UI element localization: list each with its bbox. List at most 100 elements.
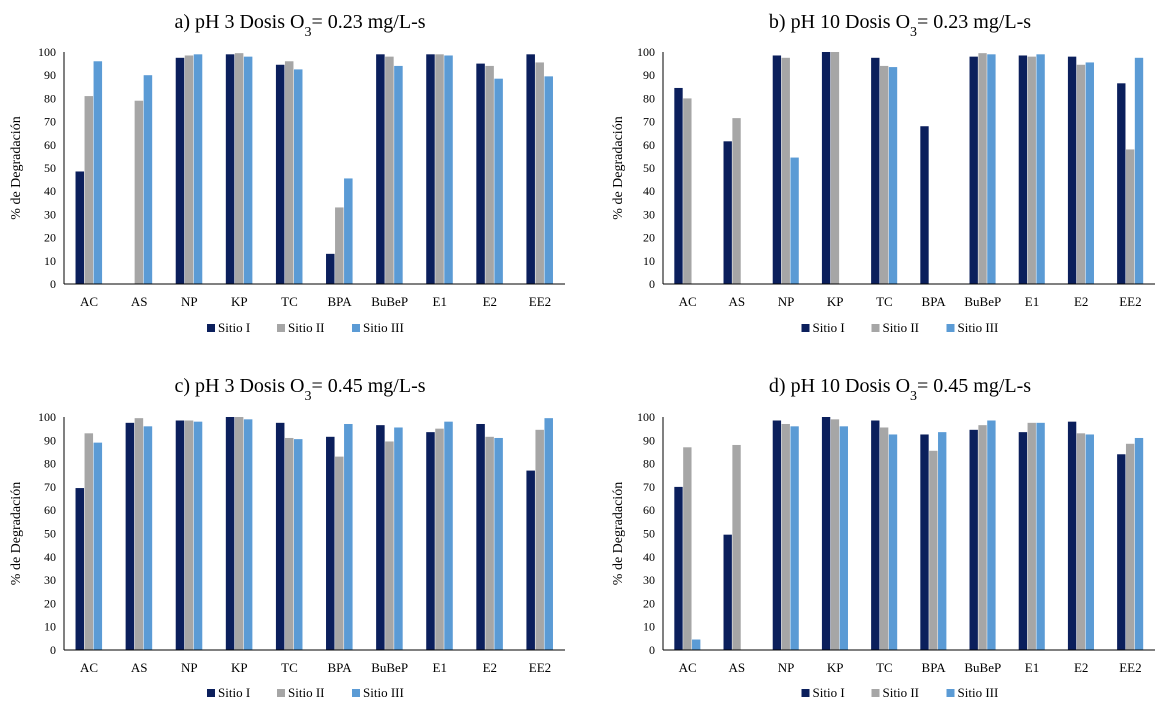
y-tick-label: 70 [643, 480, 655, 494]
y-tick-label: 50 [44, 527, 56, 541]
x-tick-label: AS [131, 294, 148, 309]
x-tick-label: BPA [922, 294, 947, 309]
bar-ee2-sitio-1 [1117, 454, 1126, 650]
x-tick-label: TC [281, 660, 298, 675]
y-tick-label: 20 [44, 231, 56, 245]
x-tick-label: KP [231, 294, 248, 309]
x-tick-label: BuBeP [371, 294, 408, 309]
chart-panel-1: a) pH 3 Dosis O3= 0.23 mg/L-s % de Degrad… [9, 11, 565, 335]
bar-bubep-sitio-3 [394, 65, 403, 284]
bar-bpa-sitio-1 [920, 434, 929, 650]
bar-e2-sitio-1 [476, 63, 485, 284]
bar-ac-sitio-3 [93, 442, 103, 650]
bar-as-sitio-2 [732, 118, 741, 285]
bar-e2-sitio-2 [1076, 433, 1086, 650]
bar-ee2-sitio-3 [544, 418, 553, 650]
legend: Sitio I Sitio II Sitio III [207, 320, 404, 335]
y-tick-label: 100 [637, 45, 655, 59]
y-tick-label: 50 [44, 161, 56, 175]
bar-ac-sitio-2 [683, 447, 692, 650]
x-tick-label: AS [728, 294, 745, 309]
bar-bpa-sitio-2 [929, 450, 938, 650]
x-tick-label: KP [231, 660, 248, 675]
y-tick-label: 30 [44, 573, 56, 587]
bar-kp-sitio-2 [234, 53, 244, 284]
bar-e2-sitio-1 [1067, 56, 1077, 284]
chart-panel-2: b) pH 10 Dosis O3= 0.23 mg/L-s % de Degra… [611, 11, 1155, 335]
bar-tc-sitio-2 [284, 61, 294, 284]
legend-swatch-3 [946, 689, 955, 697]
legend-swatch-1 [801, 689, 810, 697]
bar-e2-sitio-1 [476, 423, 485, 650]
bar-bpa-sitio-3 [344, 423, 353, 650]
bar-bubep-sitio-1 [376, 425, 385, 650]
y-tick-label: 20 [643, 596, 655, 610]
bar-np-sitio-2 [184, 55, 194, 285]
y-tick-label: 0 [649, 643, 655, 657]
bar-bpa-sitio-1 [920, 126, 929, 285]
x-tick-label: NP [181, 660, 198, 675]
chart-panel-4: d) pH 10 Dosis O3= 0.45 mg/L-s % de Degra… [611, 375, 1155, 700]
y-tick-label: 80 [44, 457, 56, 471]
bar-np-sitio-1 [175, 420, 185, 650]
x-tick-label: TC [876, 294, 893, 309]
bar-e1-sitio-3 [444, 55, 453, 285]
bar-ee2-sitio-1 [526, 470, 535, 650]
y-tick-label: 10 [643, 254, 655, 268]
y-axis-label: % de Degradación [9, 116, 24, 219]
bar-ac-sitio-3 [93, 61, 103, 284]
bar-np-sitio-3 [193, 54, 203, 284]
legend-swatch-1 [801, 324, 810, 332]
bar-kp-sitio-2 [830, 52, 840, 284]
bar-bpa-sitio-1 [326, 253, 335, 284]
y-tick-label: 90 [44, 433, 56, 447]
bar-bubep-sitio-3 [987, 54, 996, 284]
x-tick-label: NP [778, 294, 795, 309]
bar-ac-sitio-1 [75, 171, 85, 284]
bar-np-sitio-1 [772, 420, 782, 650]
bar-e2-sitio-3 [494, 78, 503, 285]
x-tick-label: EE2 [1119, 294, 1141, 309]
bar-e1-sitio-1 [1018, 432, 1028, 650]
bar-np-sitio-1 [175, 57, 185, 284]
bar-kp-sitio-3 [243, 419, 253, 650]
bar-ee2-sitio-2 [1125, 149, 1135, 284]
y-tick-label: 80 [643, 457, 655, 471]
x-tick-label: BuBeP [964, 660, 1001, 675]
legend-swatch-1 [207, 324, 215, 332]
bar-ac-sitio-1 [674, 87, 683, 285]
y-tick-label: 10 [643, 620, 655, 634]
x-tick-label: E1 [1025, 660, 1039, 675]
bar-bubep-sitio-1 [969, 56, 978, 284]
bar-tc-sitio-2 [879, 427, 889, 650]
bar-ac-sitio-2 [84, 433, 94, 650]
bar-e1-sitio-2 [1027, 422, 1036, 650]
bar-tc-sitio-2 [879, 65, 889, 284]
y-tick-label: 40 [643, 184, 655, 198]
bar-e1-sitio-1 [426, 432, 435, 650]
bar-e1-sitio-3 [1036, 54, 1045, 284]
x-tick-label: E2 [483, 294, 497, 309]
legend-label: Sitio III [958, 685, 999, 700]
bar-e1-sitio-3 [444, 421, 453, 650]
y-tick-label: 90 [643, 433, 655, 447]
chart-panel-3: c) pH 3 Dosis O3= 0.45 mg/L-s % de Degrad… [9, 375, 565, 700]
bar-e2-sitio-2 [485, 436, 494, 650]
bar-tc-sitio-2 [284, 437, 294, 650]
x-tick-label: AC [80, 294, 98, 309]
bar-bpa-sitio-2 [335, 207, 344, 284]
legend-swatch-2 [277, 689, 285, 697]
bar-ee2-sitio-2 [535, 429, 544, 650]
y-tick-label: 30 [44, 207, 56, 221]
bar-tc-sitio-3 [888, 67, 898, 284]
chart-title: a) pH 3 Dosis O3= 0.23 mg/L-s [174, 11, 425, 40]
x-tick-label: E1 [1025, 294, 1039, 309]
y-tick-label: 60 [643, 138, 655, 152]
y-tick-label: 30 [643, 573, 655, 587]
x-tick-label: NP [778, 660, 795, 675]
y-tick-label: 20 [643, 231, 655, 245]
bar-kp-sitio-2 [234, 417, 244, 650]
x-tick-label: KP [827, 660, 844, 675]
y-axis-label: % de Degradación [611, 116, 626, 219]
bar-ee2-sitio-2 [535, 62, 544, 284]
